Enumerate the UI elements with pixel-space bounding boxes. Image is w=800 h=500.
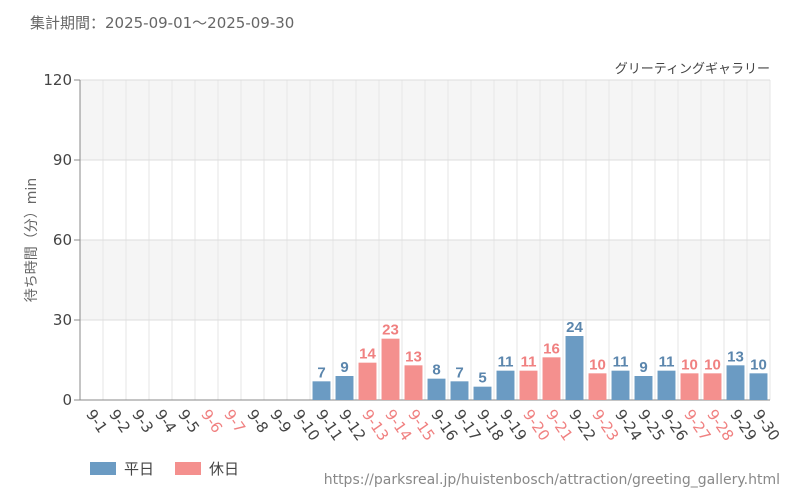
bar xyxy=(634,376,653,400)
x-tick-label: 9-5 xyxy=(174,406,203,436)
bar xyxy=(726,365,745,400)
bar-value-label: 11 xyxy=(521,354,537,371)
source-url-link[interactable]: https://parksreal.jp/huistenbosch/attrac… xyxy=(323,472,780,488)
bar-value-label: 10 xyxy=(750,356,767,373)
bar xyxy=(657,370,676,400)
bar xyxy=(358,362,377,400)
legend-holiday-swatch xyxy=(175,462,201,475)
bar-value-label: 24 xyxy=(566,319,583,336)
bar-value-label: 11 xyxy=(659,354,675,371)
bar xyxy=(473,386,492,400)
bar-value-label: 10 xyxy=(589,356,606,373)
bar-value-label: 10 xyxy=(704,356,721,373)
y-tick-label: 30 xyxy=(53,311,72,329)
bar-value-label: 13 xyxy=(727,348,744,365)
x-tick-label: 9-8 xyxy=(243,406,272,436)
bar-value-label: 5 xyxy=(478,370,486,387)
x-tick-label: 9-9 xyxy=(266,406,295,436)
y-tick-label: 90 xyxy=(53,151,72,169)
y-axis-label: 待ち時間（分）min xyxy=(24,178,40,302)
x-tick-label: 9-7 xyxy=(220,406,249,436)
bar xyxy=(519,370,538,400)
x-tick-label: 9-6 xyxy=(197,406,226,436)
bar-value-label: 8 xyxy=(432,362,440,379)
y-tick-label: 60 xyxy=(53,231,72,249)
x-tick-label: 9-4 xyxy=(151,406,180,436)
x-tick-label: 9-3 xyxy=(128,406,157,436)
legend-holiday-label: 休日 xyxy=(209,460,240,478)
bar xyxy=(680,373,699,400)
legend-weekday: 平日 xyxy=(90,458,154,479)
bar-value-label: 11 xyxy=(498,354,514,371)
bar xyxy=(404,365,423,400)
legend-weekday-label: 平日 xyxy=(124,460,155,478)
bar-value-label: 9 xyxy=(639,359,647,376)
x-tick-label: 9-2 xyxy=(105,406,134,436)
bar xyxy=(542,357,561,400)
period-text: 集計期間：2025-09-01～2025-09-30 xyxy=(30,14,295,32)
bar xyxy=(588,373,607,400)
bar-value-label: 14 xyxy=(359,346,376,363)
bar-value-label: 11 xyxy=(613,354,629,371)
chart-title: グリーティングギャラリー xyxy=(615,62,770,77)
bar-value-label: 9 xyxy=(340,359,348,376)
bar xyxy=(312,381,331,400)
bar xyxy=(749,373,768,400)
bar-value-label: 13 xyxy=(405,348,422,365)
bar xyxy=(450,381,469,400)
bar-value-label: 7 xyxy=(317,364,325,381)
legend-weekday-swatch xyxy=(90,462,116,475)
bar xyxy=(496,370,515,400)
bar xyxy=(427,378,446,400)
y-tick-label: 0 xyxy=(62,391,72,409)
x-tick-label: 9-1 xyxy=(82,406,111,436)
y-tick-label: 120 xyxy=(43,71,72,89)
bar xyxy=(335,376,354,400)
bar xyxy=(565,336,584,400)
bar xyxy=(381,338,400,400)
bar xyxy=(703,373,722,400)
bar-value-label: 16 xyxy=(543,340,560,357)
legend-holiday: 休日 xyxy=(175,458,239,479)
bar-value-label: 23 xyxy=(382,322,399,339)
bar xyxy=(611,370,630,400)
bar-value-label: 7 xyxy=(455,364,463,381)
bar-value-label: 10 xyxy=(681,356,698,373)
